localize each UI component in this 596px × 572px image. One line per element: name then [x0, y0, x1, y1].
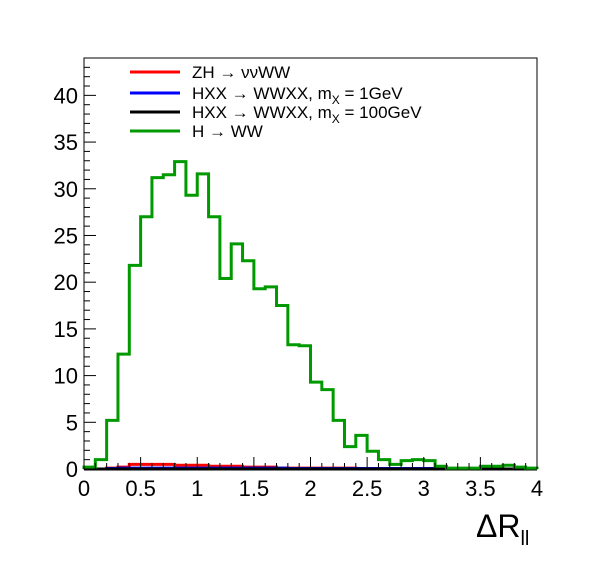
- x-tick-label: 0.5: [125, 476, 156, 501]
- y-tick-label: 40: [54, 83, 78, 108]
- ticks-layer: [83, 57, 538, 470]
- x-tick-label: 1.5: [239, 476, 270, 501]
- y-tick-label: 20: [54, 270, 78, 295]
- legend-label-hxx-100gev-rest: = 100GeV: [340, 103, 422, 122]
- legend-label-hxx-1gev-sub: X: [332, 93, 340, 107]
- legend-label-hxx-100gev: HXX → WWXX, mX = 100GeV: [192, 103, 422, 126]
- legend-label-hxx-1gev: HXX → WWXX, mX = 1GeV: [192, 84, 403, 107]
- legend-label-hxx-100gev-sub: X: [332, 112, 340, 126]
- x-tick-label: 2: [304, 476, 316, 501]
- x-tick-label: 1: [191, 476, 203, 501]
- x-tick-label: 3.5: [465, 476, 496, 501]
- legend-label-hww: H → WW: [192, 122, 263, 141]
- x-tick-label: 3: [418, 476, 430, 501]
- x-tick-label: 2.5: [352, 476, 383, 501]
- frame: [83, 57, 538, 470]
- y-tick-label: 10: [54, 364, 78, 389]
- legend: ZH → ννWW HXX → WWXX, mX = 1GeV HXX → WW…: [130, 63, 422, 141]
- x-tick-label: 0: [78, 476, 90, 501]
- y-tick-label: 5: [66, 410, 78, 435]
- y-tick-label: 25: [54, 223, 78, 248]
- y-tick-label: 30: [54, 177, 78, 202]
- x-axis-title-main: ΔR: [476, 508, 520, 544]
- x-tick-labels: 0 0.5 1 1.5 2 2.5 3 3.5 4: [78, 476, 543, 501]
- y-tick-label: 35: [54, 130, 78, 155]
- x-tick-label: 4: [531, 476, 543, 501]
- legend-label-hxx-1gev-main: HXX → WWXX, m: [192, 84, 332, 103]
- y-tick-label: 0: [66, 457, 78, 482]
- y-tick-labels: 0 5 10 15 20 25 30 35 40: [54, 83, 78, 482]
- legend-label-hxx-1gev-rest: = 1GeV: [340, 84, 404, 103]
- y-tick-label: 15: [54, 317, 78, 342]
- legend-label-hxx-100gev-main: HXX → WWXX, m: [192, 103, 332, 122]
- x-axis-title: ΔRll: [476, 508, 529, 550]
- legend-label-zh: ZH → ννWW: [192, 63, 290, 82]
- x-axis-title-sub: ll: [520, 528, 529, 550]
